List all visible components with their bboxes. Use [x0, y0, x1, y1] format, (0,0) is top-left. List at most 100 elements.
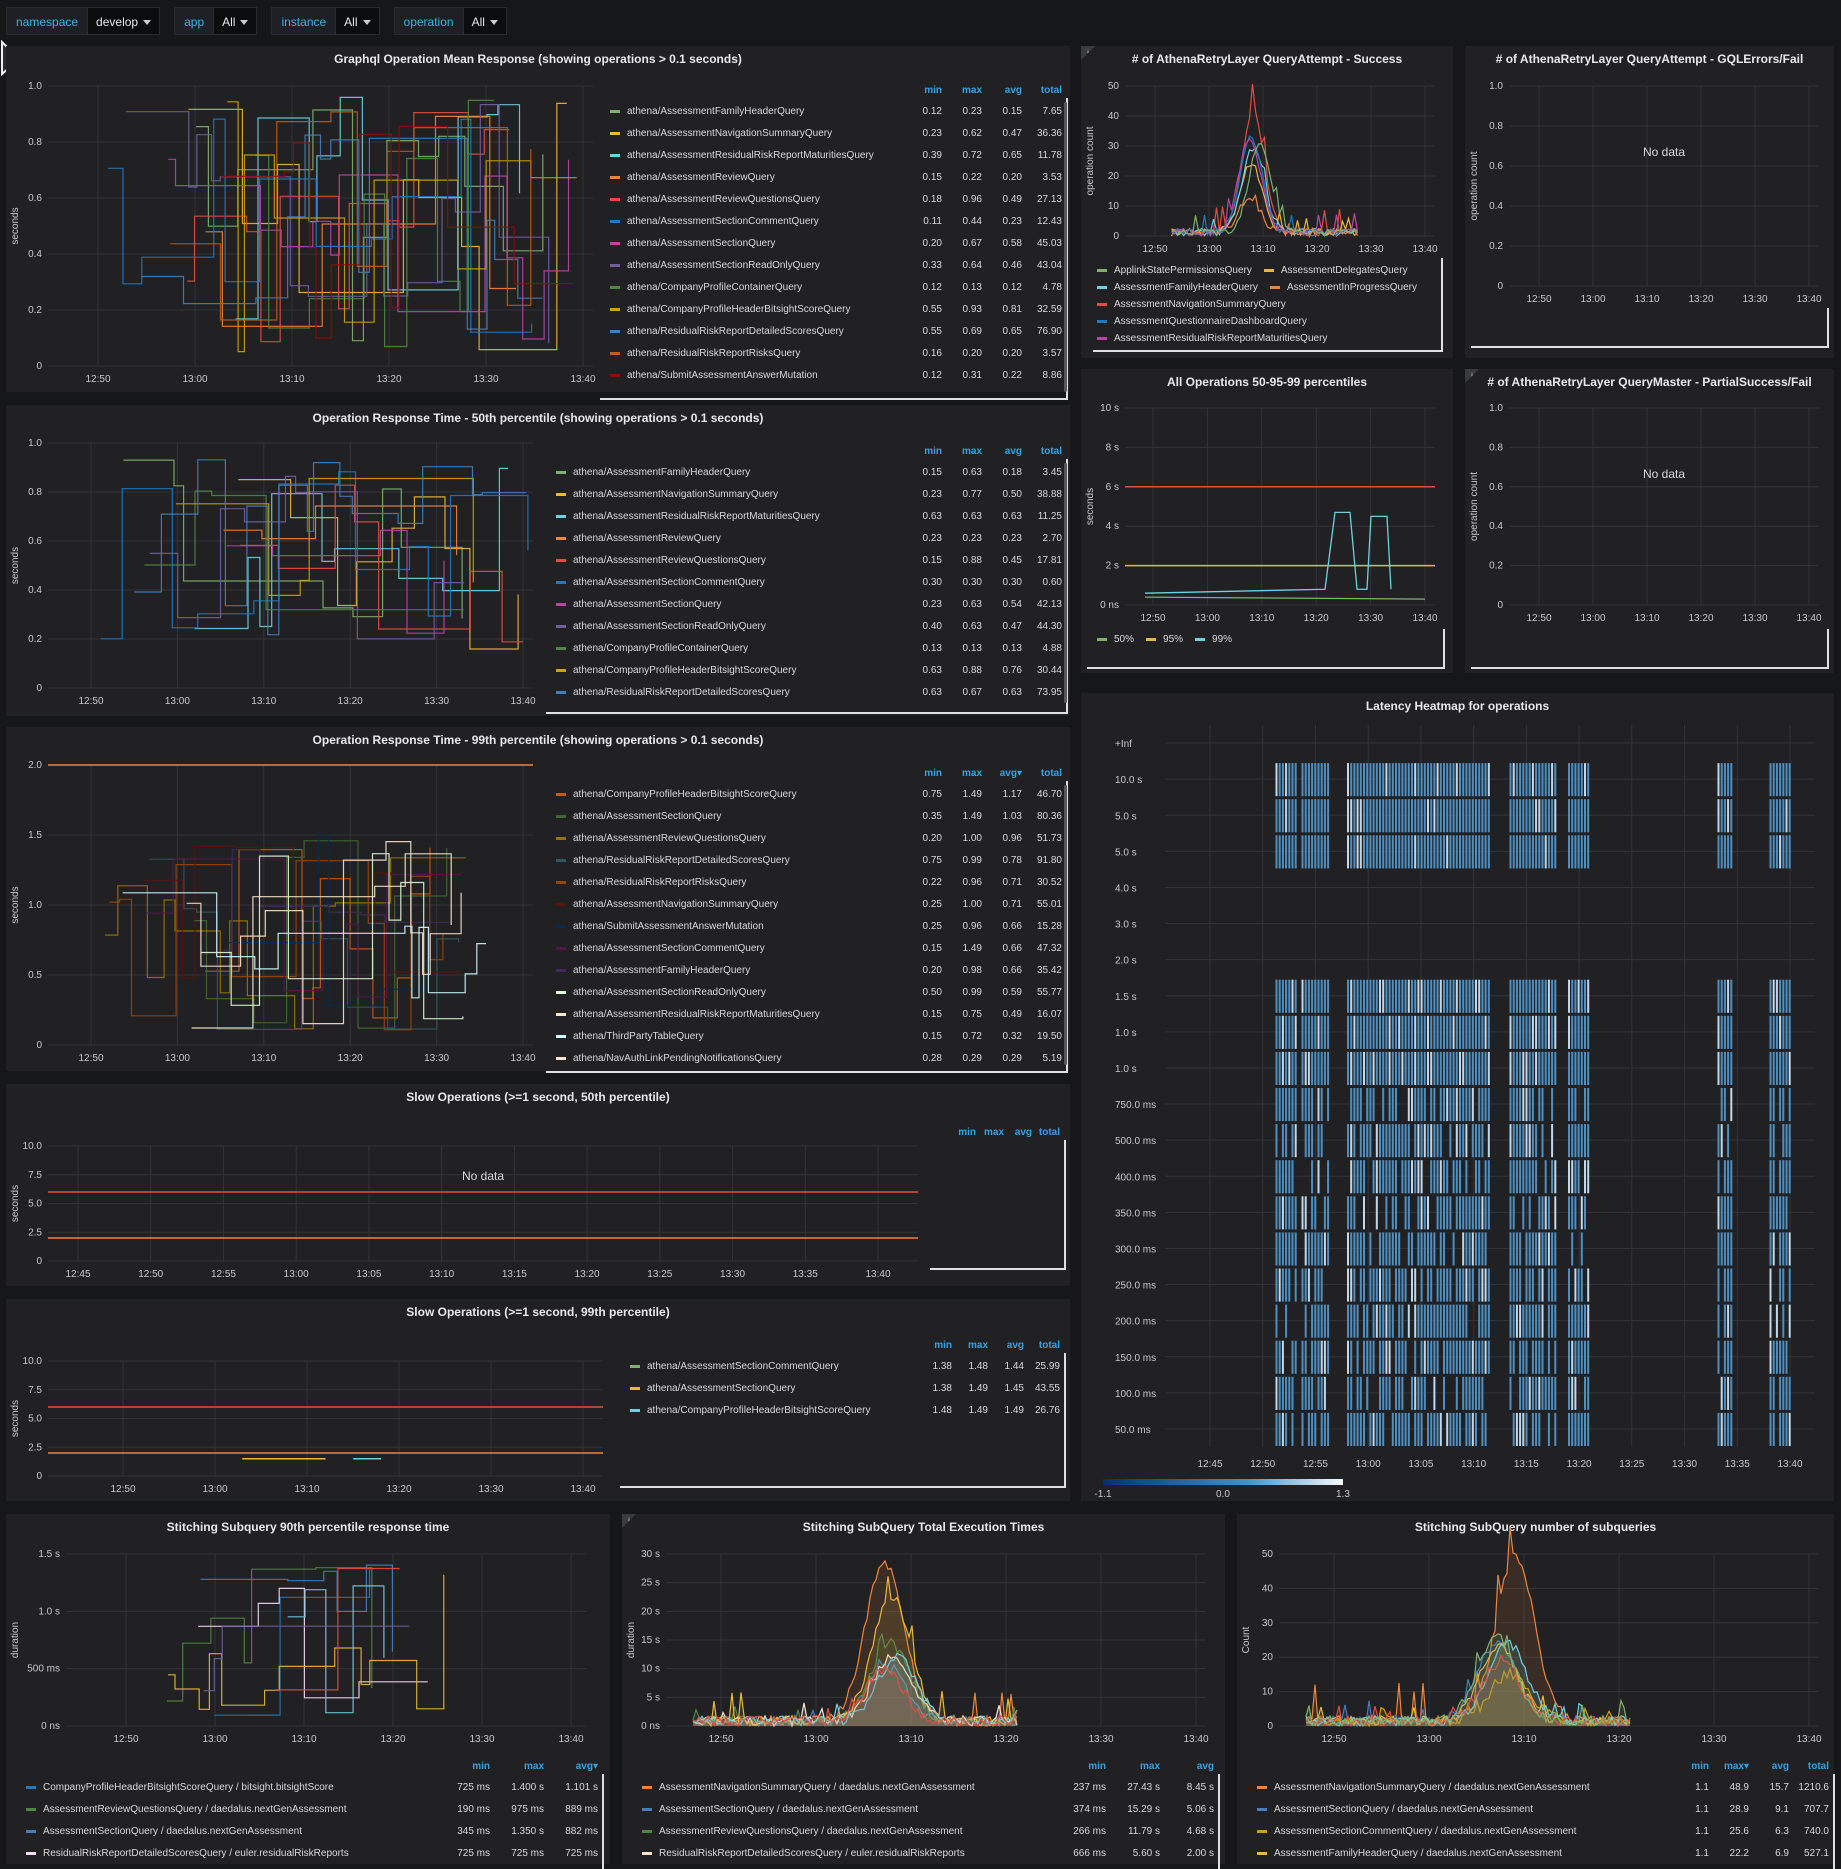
legend-item[interactable]: 95%	[1146, 631, 1183, 648]
instance-dropdown[interactable]: All	[336, 7, 380, 35]
legend-column-min[interactable]: min	[1088, 1760, 1106, 1772]
series-color-swatch[interactable]	[610, 109, 620, 113]
legend-row[interactable]: AssessmentSectionQuery / daedalus.nextGe…	[20, 1820, 598, 1842]
legend-item[interactable]: AssessmentQuestionnaireDashboardQuery	[1097, 313, 1307, 330]
legend-column-avg[interactable]: avg	[1004, 445, 1022, 457]
legend-item[interactable]: AssessmentResidualRiskReportMaturitiesQu…	[1097, 330, 1327, 347]
legend-item[interactable]: 99%	[1195, 631, 1232, 648]
legend-row[interactable]: ResidualRiskReportDetailedScoresQuery / …	[20, 1842, 598, 1864]
panel-title[interactable]: Graphql Operation Mean Response (showing…	[334, 52, 742, 66]
legend-row[interactable]: athena/AssessmentFamilyHeaderQuery 0.15 0.…	[550, 461, 1062, 483]
namespace-dropdown[interactable]: develop	[88, 7, 161, 35]
legend-row[interactable]: athena/NavAuthLinkPendingNotificationsQu…	[550, 1047, 1062, 1069]
legend-column-total[interactable]: total	[1040, 445, 1062, 457]
legend-column-max[interactable]: max	[961, 84, 982, 96]
legend-row[interactable]: athena/CompanyProfileContainerQuery 0.13 0…	[550, 637, 1062, 659]
legend-row[interactable]: athena/CompanyProfileHeaderBitsightScore…	[624, 1399, 1060, 1421]
legend-column-min[interactable]: min	[924, 84, 942, 96]
panel-title[interactable]: Slow Operations (>=1 second, 99th percen…	[406, 1305, 670, 1319]
legend-row[interactable]: athena/ResidualRiskReportDetailedScoresQ…	[550, 849, 1062, 871]
legend-row[interactable]: athena/AssessmentResidualRiskReportMatur…	[604, 144, 1062, 166]
series-color-swatch[interactable]	[1195, 638, 1206, 641]
legend-row[interactable]: athena/AssessmentNavigationSummaryQuery 0…	[604, 122, 1062, 144]
series-color-swatch[interactable]	[610, 219, 620, 223]
legend-row[interactable]: athena/AssessmentReviewQuestionsQuery 0.1…	[604, 188, 1062, 210]
legend-row[interactable]: athena/ResidualRiskReportRisksQuery 0.16 0…	[604, 342, 1062, 364]
series-color-swatch[interactable]	[556, 690, 566, 694]
legend-row[interactable]: athena/AssessmentResidualRiskReportMatur…	[550, 1003, 1062, 1025]
legend-row[interactable]: athena/AssessmentSectionQuery 0.23 0.63 0.5…	[550, 593, 1062, 615]
panel-title[interactable]: # of AthenaRetryLayer QueryMaster - Part…	[1487, 375, 1812, 389]
legend-row[interactable]: athena/AssessmentSectionCommentQuery 0.11…	[604, 210, 1062, 232]
legend-row[interactable]: athena/SubmitAssessmentAnswerMutation 0.2…	[550, 915, 1062, 937]
panel-title[interactable]: # of AthenaRetryLayer QueryAttempt - GQL…	[1495, 52, 1804, 66]
legend-row[interactable]: athena/ThirdPartyTableQuery 0.15 0.72 0.32 1…	[550, 1025, 1062, 1047]
series-color-swatch[interactable]	[556, 858, 566, 862]
series-color-swatch[interactable]	[1257, 1851, 1267, 1855]
legend-item[interactable]: AssessmentDelegatesQuery	[1263, 262, 1408, 279]
series-color-swatch[interactable]	[642, 1851, 652, 1855]
legend-column-max[interactable]: max	[1139, 1760, 1160, 1772]
series-color-swatch[interactable]	[556, 968, 566, 972]
series-color-swatch[interactable]	[610, 329, 620, 333]
legend-column-avg[interactable]: avg	[1771, 1760, 1789, 1772]
series-color-swatch[interactable]	[1097, 303, 1107, 306]
legend-item[interactable]: AssessmentInProgressQuery	[1269, 279, 1417, 296]
series-color-swatch[interactable]	[26, 1829, 36, 1833]
series-color-swatch[interactable]	[610, 197, 620, 201]
operation-dropdown[interactable]: All	[463, 7, 507, 35]
series-color-swatch[interactable]	[1269, 286, 1280, 289]
series-color-swatch[interactable]	[556, 646, 566, 650]
panel-title[interactable]: Latency Heatmap for operations	[1365, 699, 1550, 713]
series-color-swatch[interactable]	[556, 536, 566, 540]
series-color-swatch[interactable]	[556, 492, 566, 496]
series-color-swatch[interactable]	[556, 624, 566, 628]
legend-row[interactable]: athena/AssessmentSectionCommentQuery 0.15…	[550, 937, 1062, 959]
legend-column-total[interactable]: total	[1038, 1126, 1060, 1138]
series-color-swatch[interactable]	[556, 990, 566, 994]
legend-row[interactable]: athena/AssessmentSectionCommentQuery 0.30…	[550, 571, 1062, 593]
series-color-swatch[interactable]	[556, 814, 566, 818]
series-color-swatch[interactable]	[642, 1785, 652, 1789]
series-color-swatch[interactable]	[556, 514, 566, 518]
legend-column-max[interactable]: max	[967, 1339, 988, 1351]
series-color-swatch[interactable]	[1097, 337, 1107, 340]
legend-column-min[interactable]: min	[958, 1126, 976, 1138]
series-color-swatch[interactable]	[556, 880, 566, 884]
series-color-swatch[interactable]	[556, 1012, 566, 1016]
legend-column-total[interactable]: total	[1038, 1339, 1060, 1351]
legend-column-min[interactable]: min	[924, 767, 942, 779]
legend-column-max[interactable]: max	[961, 445, 982, 457]
series-color-swatch[interactable]	[556, 924, 566, 928]
legend-row[interactable]: athena/SubmitAssessmentAnswerMutation 0.1…	[604, 364, 1062, 386]
legend-column-max[interactable]: max	[961, 767, 982, 779]
series-color-swatch[interactable]	[1097, 638, 1107, 641]
series-color-swatch[interactable]	[1097, 320, 1107, 323]
series-color-swatch[interactable]	[556, 668, 566, 672]
legend-item[interactable]: AssessmentNavigationSummaryQuery	[1097, 296, 1286, 313]
legend-row[interactable]: AssessmentSectionCommentQuery / daedalus…	[1251, 1820, 1829, 1842]
legend-row[interactable]: athena/AssessmentSectionReadOnlyQuery 0.4…	[550, 615, 1062, 637]
series-color-swatch[interactable]	[556, 580, 566, 584]
legend-row[interactable]: athena/ResidualRiskReportDetailedScoresQ…	[604, 320, 1062, 342]
legend-column-max[interactable]: max	[983, 1126, 1004, 1138]
legend-column-total[interactable]: total	[1807, 1760, 1829, 1772]
series-color-swatch[interactable]	[556, 836, 566, 840]
legend-row[interactable]: athena/AssessmentReviewQuery 0.15 0.22 0.20…	[604, 166, 1062, 188]
series-color-swatch[interactable]	[1146, 638, 1157, 641]
series-color-swatch[interactable]	[610, 307, 620, 311]
legend-column-max[interactable]: max▾	[1723, 1760, 1749, 1772]
legend-row[interactable]: AssessmentReviewQuestionsQuery / daedalu…	[636, 1820, 1214, 1842]
series-color-swatch[interactable]	[610, 131, 620, 135]
series-color-swatch[interactable]	[610, 373, 620, 377]
legend-column-avg[interactable]: avg	[1004, 84, 1022, 96]
legend-row[interactable]: ResidualRiskReportDetailedScoresQuery / …	[636, 1842, 1214, 1864]
series-color-swatch[interactable]	[1263, 269, 1274, 272]
series-color-swatch[interactable]	[556, 558, 566, 562]
